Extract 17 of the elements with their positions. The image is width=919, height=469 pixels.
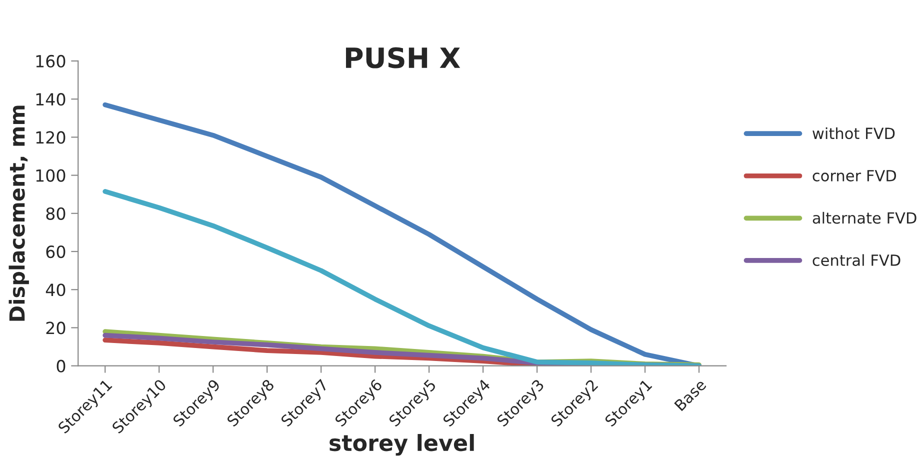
- y-tick-label: 20: [46, 322, 66, 334]
- y-tick-label: 160: [36, 54, 66, 68]
- chart-title: PUSH X: [346, 47, 460, 68]
- y-tick-label: 100: [36, 169, 66, 182]
- y-tick-label: 140: [36, 93, 66, 106]
- legend-label: corner FVD: [812, 170, 896, 182]
- y-tick-label: 0: [56, 360, 66, 372]
- y-tick-label: 80: [46, 207, 66, 220]
- legend-label: withot FVD: [812, 127, 895, 140]
- y-tick-label: 60: [46, 245, 66, 258]
- line-series: [102, 189, 702, 366]
- x-axis-title: storey level: [330, 434, 474, 456]
- y-axis-title: Displacement, mm: [8, 106, 29, 321]
- y-tick-label: 120: [36, 131, 66, 144]
- legend-label: central FVD: [812, 254, 900, 266]
- legend-label: alternate FVD: [812, 212, 916, 224]
- y-tick-label: 40: [46, 284, 66, 296]
